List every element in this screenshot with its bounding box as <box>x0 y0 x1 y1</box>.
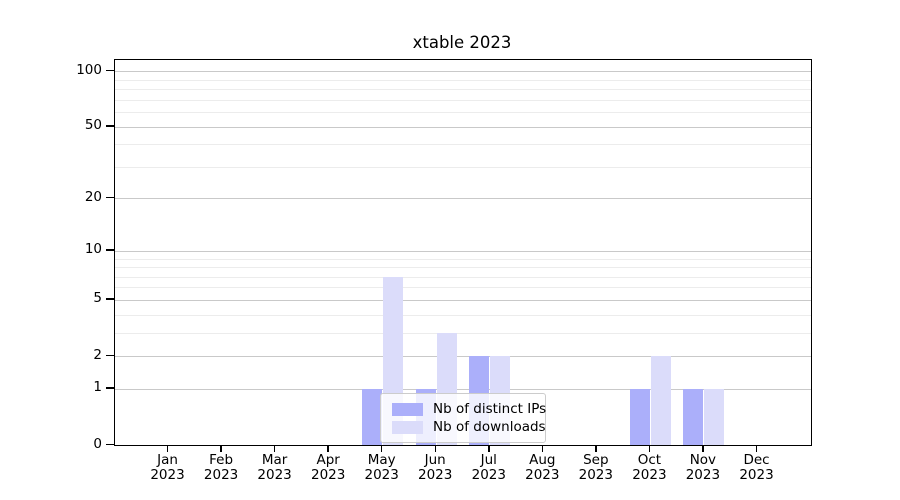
x-tick-mark-jun <box>434 445 436 452</box>
y-tick-label: 10 <box>84 241 102 258</box>
x-tick-month: Mar <box>261 452 288 468</box>
gridline-minor-70 <box>115 99 811 101</box>
x-tick-year: 2023 <box>257 466 292 483</box>
x-tick-year: 2023 <box>471 466 506 483</box>
x-tick-year: 2023 <box>203 466 239 483</box>
y-tick-label: 0 <box>93 435 102 452</box>
bar-downloads-nov <box>704 388 725 445</box>
bar-distinct-ips-nov <box>683 388 704 445</box>
x-tick-month: May <box>367 452 396 468</box>
x-tick-label-dec: Dec 2023 <box>722 453 792 482</box>
x-tick-mark-jan <box>166 445 169 452</box>
x-tick-year: 2023 <box>685 466 721 483</box>
gridline-minor-60 <box>115 112 811 114</box>
x-tick-mark-nov <box>702 445 704 452</box>
x-tick-label-may: May 2023 <box>347 453 417 482</box>
x-tick-year: 2023 <box>364 466 399 483</box>
gridline-minor-90 <box>115 79 811 81</box>
x-tick-mark-oct <box>648 445 651 452</box>
y-tick-label: 1 <box>93 379 102 396</box>
x-tick-label-jan: Jan 2023 <box>133 453 203 482</box>
y-tick-label: 20 <box>84 188 102 205</box>
gridline-minor-40 <box>115 144 811 146</box>
x-tick-year: 2023 <box>525 466 560 483</box>
x-tick-month: Jun <box>424 452 446 468</box>
x-tick-month: Nov <box>689 452 717 468</box>
x-tick-month: Jul <box>480 452 497 468</box>
x-tick-mark-mar <box>273 445 276 452</box>
gridline-minor-30 <box>115 166 811 168</box>
x-tick-mark-apr <box>327 445 329 452</box>
bar-downloads-oct <box>650 356 671 445</box>
legend-row-downloads: Nb of downloads <box>392 418 546 436</box>
x-tick-year: 2023 <box>418 466 453 483</box>
gridline-major-50 <box>115 126 811 128</box>
x-tick-mark-may <box>380 445 383 452</box>
x-tick-month: Sep <box>583 452 609 468</box>
x-tick-label-sep: Sep 2023 <box>561 453 631 482</box>
x-tick-label-nov: Nov 2023 <box>668 453 738 482</box>
x-tick-mark-sep <box>595 445 597 452</box>
y-tick-mark-2 <box>106 354 114 356</box>
gridline-major-1 <box>115 388 811 390</box>
legend-label-distinct-ips: Nb of distinct IPs <box>433 401 547 417</box>
legend-label-downloads: Nb of downloads <box>433 419 546 435</box>
x-tick-month: Dec <box>743 452 770 468</box>
legend-swatch-distinct-ips <box>392 402 423 416</box>
x-tick-month: Aug <box>529 452 556 468</box>
gridline-minor-80 <box>115 89 811 91</box>
gridline-major-10 <box>115 250 811 252</box>
y-tick-label: 5 <box>93 290 102 307</box>
x-tick-month: Oct <box>637 452 662 468</box>
gridline-minor-6 <box>115 287 811 289</box>
legend-row-distinct-ips: Nb of distinct IPs <box>392 400 546 418</box>
gridline-major-20 <box>115 198 811 200</box>
x-tick-mark-aug <box>541 445 544 452</box>
y-tick-mark-0 <box>106 443 114 445</box>
y-tick-mark-100 <box>106 69 114 72</box>
y-tick-label: 50 <box>84 117 102 134</box>
x-tick-month: Apr <box>316 452 340 468</box>
gridline-minor-9 <box>115 258 811 260</box>
plot-area <box>114 59 812 446</box>
x-tick-year: 2023 <box>632 466 667 483</box>
gridline-minor-7 <box>115 276 811 278</box>
y-tick-mark-50 <box>106 125 114 127</box>
gridline-minor-8 <box>115 267 811 268</box>
x-tick-label-feb: Feb 2023 <box>186 453 256 482</box>
x-tick-mark-jul <box>488 445 490 452</box>
x-tick-year: 2023 <box>150 466 185 483</box>
x-tick-mark-dec <box>755 445 758 452</box>
gridline-major-5 <box>115 299 811 301</box>
bar-distinct-ips-may <box>362 388 383 445</box>
x-tick-label-jul: Jul 2023 <box>454 453 524 482</box>
x-tick-year: 2023 <box>739 466 774 483</box>
x-tick-month: Feb <box>209 452 234 468</box>
y-tick-mark-1 <box>106 387 114 389</box>
gridline-minor-3 <box>115 332 811 334</box>
gridline-major-100 <box>115 71 811 73</box>
y-tick-label: 2 <box>93 346 102 363</box>
x-tick-year: 2023 <box>578 466 613 483</box>
x-tick-label-aug: Aug 2023 <box>507 453 577 482</box>
x-tick-month: Jan <box>157 452 178 468</box>
x-tick-mark-feb <box>220 445 222 452</box>
gridline-major-2 <box>115 356 811 357</box>
x-tick-label-jun: Jun 2023 <box>400 453 470 482</box>
x-tick-label-oct: Oct 2023 <box>614 453 684 482</box>
chart-title: xtable 2023 <box>412 33 512 52</box>
x-tick-label-apr: Apr 2023 <box>293 453 363 482</box>
bar-distinct-ips-oct <box>629 388 650 445</box>
y-tick-label: 100 <box>76 61 102 78</box>
y-tick-mark-10 <box>106 249 114 251</box>
x-tick-label-mar: Mar 2023 <box>240 453 310 482</box>
legend: Nb of distinct IPs Nb of downloads <box>380 393 546 443</box>
legend-swatch-downloads <box>392 420 423 434</box>
y-tick-mark-5 <box>106 298 114 300</box>
x-tick-year: 2023 <box>311 466 346 483</box>
y-tick-mark-20 <box>106 196 114 199</box>
gridline-minor-4 <box>115 314 811 316</box>
